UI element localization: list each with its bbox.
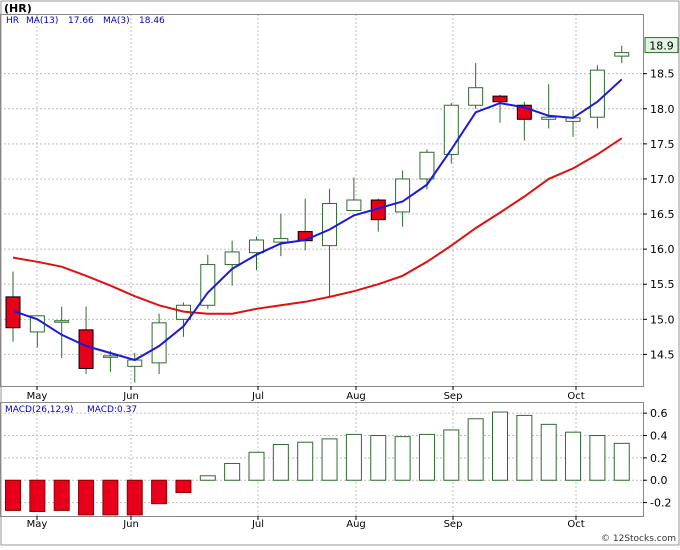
candle-body: [443, 104, 459, 155]
candle-body: [468, 87, 484, 106]
macd-bar: [175, 479, 192, 494]
candle-body: [614, 52, 630, 57]
price-plot-frame: [0, 14, 644, 387]
macd-bar: [418, 433, 435, 481]
copyright-text: © 12Stocks.com: [601, 534, 676, 544]
macd-bar: [394, 436, 411, 481]
price-xtick-label: Oct: [567, 391, 584, 402]
macd-bar: [467, 418, 484, 481]
candle-body: [492, 95, 508, 103]
price-xtick-label: Sep: [444, 391, 463, 402]
macd-bar: [126, 479, 143, 516]
macd-legend-label: MACD(26,12,9): [5, 405, 73, 415]
price-xtick-label: May: [27, 391, 48, 402]
candle-body: [78, 329, 94, 369]
macd-bar: [53, 479, 70, 511]
macd-xtick-label: Jul: [251, 519, 264, 530]
price-xtick-label: Jul: [251, 391, 264, 402]
price-xtick-label: Aug: [346, 391, 366, 402]
macd-bar: [370, 435, 387, 481]
price-ytick-label: 16.5: [650, 208, 675, 221]
candle-body: [224, 251, 240, 266]
candle-body: [102, 355, 118, 358]
ma13-line: [12, 137, 623, 315]
candle-body: [322, 203, 338, 247]
candle-body: [541, 116, 557, 120]
macd-ytick-label: 0.4: [650, 430, 668, 443]
macd-bar: [540, 423, 557, 481]
macd-bar: [248, 451, 265, 481]
macd-plot-frame: [0, 402, 644, 517]
candle-body: [249, 239, 264, 254]
macd-bar: [321, 438, 338, 481]
macd-bar: [224, 462, 241, 481]
price-panel: 14.5 15.0 15.5 16.0 16.5 17.0 17.5 18.0 18.5 May J…: [0, 14, 679, 402]
price-xtick-label: Jun: [122, 391, 139, 402]
macd-bar: [345, 433, 362, 481]
last-price-label: 18.9: [649, 40, 674, 53]
price-ytick-label: 14.5: [650, 348, 675, 361]
price-ytick-label: 18.0: [650, 103, 675, 116]
candle-body: [589, 69, 605, 118]
macd-bar: [589, 435, 606, 481]
macd-bar: [5, 479, 21, 511]
legend-ma3-label: MA(3): [103, 16, 130, 26]
macd-xtick-label: Oct: [567, 519, 584, 530]
candle-body: [395, 178, 411, 213]
macd-xtick-label: Sep: [444, 519, 463, 530]
macd-bar: [492, 411, 508, 481]
legend-ma3-value: 18.46: [139, 16, 165, 26]
macd-panel: -0.2 0.0 0.2 0.4 0.6 May Jun Jul Aug Sep Oct: [0, 402, 671, 530]
price-ytick-label: 17.5: [650, 138, 675, 151]
price-ytick-label: 15.0: [650, 313, 675, 326]
price-ytick-label: 15.5: [650, 278, 675, 291]
candle-body: [54, 320, 70, 323]
macd-bar: [199, 475, 216, 481]
macd-ytick-label: 0.6: [650, 407, 668, 420]
macd-bar: [443, 429, 460, 481]
candle-body: [151, 322, 167, 364]
macd-legend-value: MACD:0.37: [87, 405, 137, 415]
macd-ytick-label: -0.2: [650, 497, 671, 510]
macd-xtick-label: Aug: [346, 519, 366, 530]
chart-title: (HR): [4, 2, 32, 15]
macd-bar: [516, 414, 533, 481]
macd-bar: [272, 443, 289, 481]
candle-body: [273, 238, 289, 243]
macd-ytick-label: 0.0: [650, 474, 668, 487]
macd-xtick-label: Jun: [122, 519, 139, 530]
ma3-line: [12, 78, 623, 362]
legend-ma13-label: MA(13): [26, 16, 58, 26]
price-ytick-label: 17.0: [650, 173, 675, 186]
candle-body: [419, 151, 435, 180]
macd-bar: [297, 441, 314, 481]
macd-xtick-label: May: [27, 519, 48, 530]
last-price-box: [644, 37, 679, 54]
candle-body: [346, 199, 362, 212]
macd-ytick-label: 0.2: [650, 452, 668, 465]
legend-ma13-value: 17.66: [68, 16, 94, 26]
macd-bar: [565, 431, 582, 481]
macd-bar: [102, 479, 119, 516]
macd-bar: [29, 479, 46, 513]
macd-bar: [613, 442, 630, 481]
macd-bar: [151, 479, 168, 505]
price-ytick-label: 18.5: [650, 68, 675, 81]
macd-bar: [78, 479, 95, 516]
price-ytick-label: 16.0: [650, 243, 675, 256]
legend-symbol: HR: [6, 16, 19, 26]
